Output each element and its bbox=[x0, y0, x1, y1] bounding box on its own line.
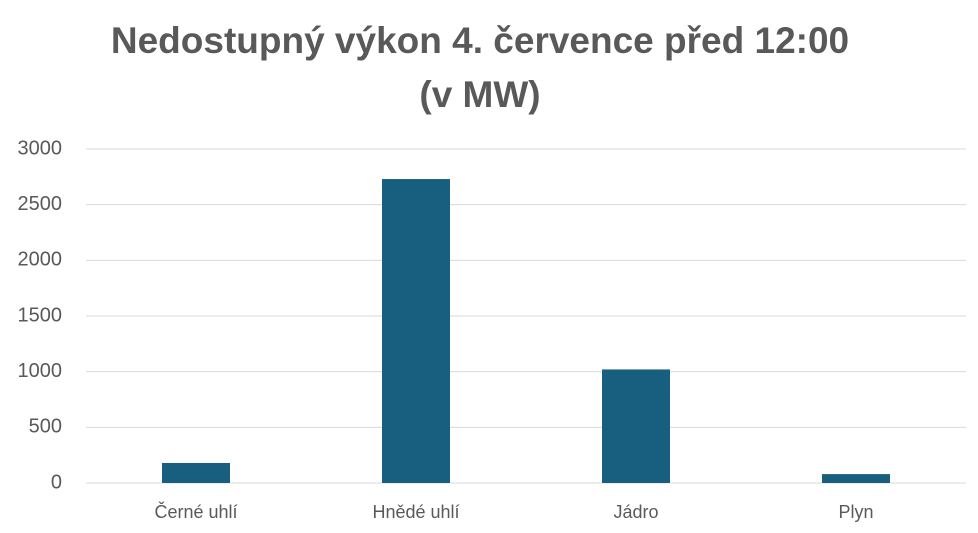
x-tick-label: Černé uhlí bbox=[154, 501, 237, 522]
y-tick-label: 3000 bbox=[18, 137, 63, 159]
bar bbox=[602, 369, 670, 483]
chart-title: Nedostupný výkon 4. července před 12:00 … bbox=[110, 20, 850, 115]
x-tick-label: Hnědé uhlí bbox=[372, 502, 459, 522]
x-tick-label: Plyn bbox=[838, 502, 873, 522]
bar bbox=[822, 474, 890, 483]
y-tick-label: 1500 bbox=[18, 304, 63, 326]
bar bbox=[382, 179, 450, 483]
y-tick-label: 500 bbox=[29, 416, 62, 438]
y-tick-label: 0 bbox=[51, 471, 62, 493]
y-tick-label: 2500 bbox=[18, 193, 63, 215]
y-tick-label: 1000 bbox=[18, 360, 63, 382]
y-tick-label: 2000 bbox=[18, 249, 63, 271]
x-tick-label: Jádro bbox=[613, 502, 658, 522]
bar bbox=[162, 462, 230, 483]
